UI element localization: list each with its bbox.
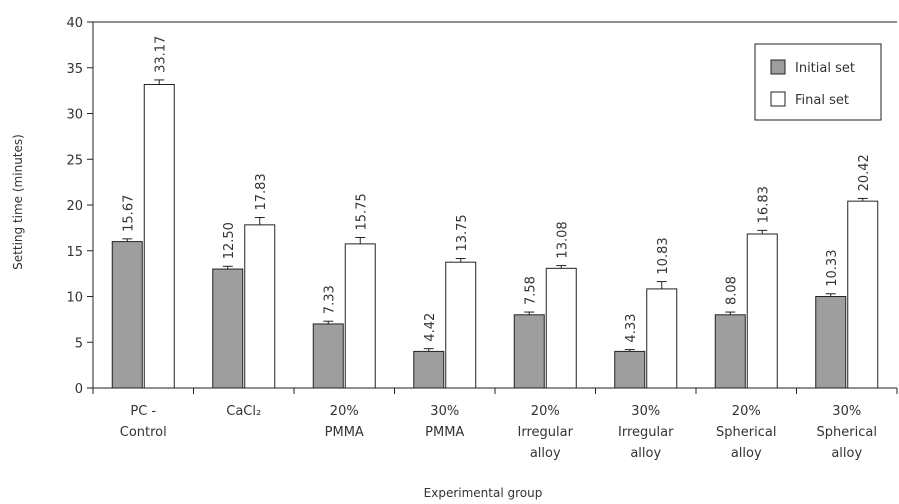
category-label: 20% PMMA — [325, 404, 364, 440]
category-label-line: 30% — [832, 404, 861, 419]
bars — [111, 79, 879, 389]
category-label: 30% Irregular alloy — [618, 404, 674, 461]
data-label: 10.33 — [825, 250, 840, 287]
data-label: 16.83 — [756, 186, 771, 223]
data-label: 8.08 — [724, 276, 739, 305]
data-label: 12.50 — [222, 222, 237, 259]
category-label-line: alloy — [731, 446, 762, 461]
category-label-line: 30% — [430, 404, 459, 419]
category-label-line: Irregular — [618, 425, 674, 440]
data-label: 4.42 — [423, 313, 438, 342]
bar-initial-set — [815, 296, 847, 389]
y-tick-label: 20 — [66, 199, 83, 214]
bar-initial-set — [614, 350, 646, 389]
legend-swatch — [770, 59, 786, 75]
category-label-line: alloy — [630, 446, 661, 461]
data-label: 33.17 — [153, 36, 168, 73]
y-tick-label: 0 — [75, 382, 83, 397]
y-tick-label: 10 — [66, 291, 83, 306]
category-label: 30% Spherical alloy — [817, 404, 877, 461]
bar-final-set — [646, 288, 678, 389]
bar-initial-set — [413, 350, 445, 389]
legend-label: Initial set — [795, 61, 855, 76]
data-label: 15.67 — [121, 195, 136, 232]
category-label-line: 20% — [531, 404, 560, 419]
x-axis: PC - Control CaCl₂ 20% PMMA 30% PMMA 20% Irregul… — [92, 387, 898, 461]
category-label: 30% PMMA — [425, 404, 464, 440]
y-tick-label: 40 — [66, 16, 83, 31]
bar-initial-set — [714, 314, 746, 389]
legend-swatch — [770, 91, 786, 107]
legend-label: Final set — [795, 93, 849, 108]
y-tick-label: 15 — [66, 245, 83, 260]
bar-final-set — [746, 233, 778, 389]
category-label: PC - Control — [120, 404, 167, 440]
bar-final-set — [847, 200, 879, 389]
bar-initial-set — [312, 323, 344, 389]
bar-final-set — [143, 83, 175, 389]
value-labels: 15.67 12.50 7.33 4.42 7.58 4.33 8.08 10.33 33.17… — [121, 36, 872, 343]
y-tick-label: 25 — [66, 153, 83, 168]
bar-final-set — [545, 267, 577, 389]
category-label-line: 20% — [330, 404, 359, 419]
bar-final-set — [344, 243, 376, 389]
category-label-line: CaCl₂ — [226, 404, 261, 419]
category-label: CaCl₂ — [226, 404, 261, 419]
data-label: 15.75 — [354, 193, 369, 230]
category-label: 20% Irregular alloy — [518, 404, 574, 461]
x-axis-title: Experimental group — [424, 486, 543, 500]
data-label: 13.08 — [555, 221, 570, 258]
y-axis: 0 5 10 15 20 25 30 35 40 — [66, 16, 897, 397]
data-label: 7.33 — [322, 285, 337, 314]
legend: Initial set Final set — [754, 43, 882, 121]
category-label-line: 20% — [732, 404, 761, 419]
y-tick-label: 30 — [66, 108, 83, 123]
data-label: 7.58 — [523, 276, 538, 305]
category-label-line: PC - — [130, 404, 156, 419]
data-label: 4.33 — [624, 314, 639, 343]
category-label-line: Control — [120, 425, 167, 440]
category-label-line: Spherical — [716, 425, 776, 440]
bar-final-set — [445, 261, 477, 389]
category-label-line: alloy — [831, 446, 862, 461]
category-label: 20% Spherical alloy — [716, 404, 776, 461]
category-label-line: Spherical — [817, 425, 877, 440]
data-label: 20.42 — [857, 154, 872, 191]
category-label-line: alloy — [530, 446, 561, 461]
category-label-line: Irregular — [518, 425, 574, 440]
bar-initial-set — [212, 268, 244, 389]
data-label: 10.83 — [656, 237, 671, 274]
category-label-line: PMMA — [425, 425, 464, 440]
data-label: 17.83 — [254, 173, 269, 210]
category-label-line: PMMA — [325, 425, 364, 440]
y-tick-label: 35 — [66, 62, 83, 77]
y-axis-title: Setting time (minutes) — [11, 134, 25, 270]
data-label: 13.75 — [455, 214, 470, 251]
y-tick-label: 5 — [75, 336, 83, 351]
bar-initial-set — [111, 241, 143, 389]
bar-final-set — [244, 224, 276, 389]
category-label-line: 30% — [631, 404, 660, 419]
bar-initial-set — [513, 314, 545, 389]
legend-box — [754, 43, 882, 121]
